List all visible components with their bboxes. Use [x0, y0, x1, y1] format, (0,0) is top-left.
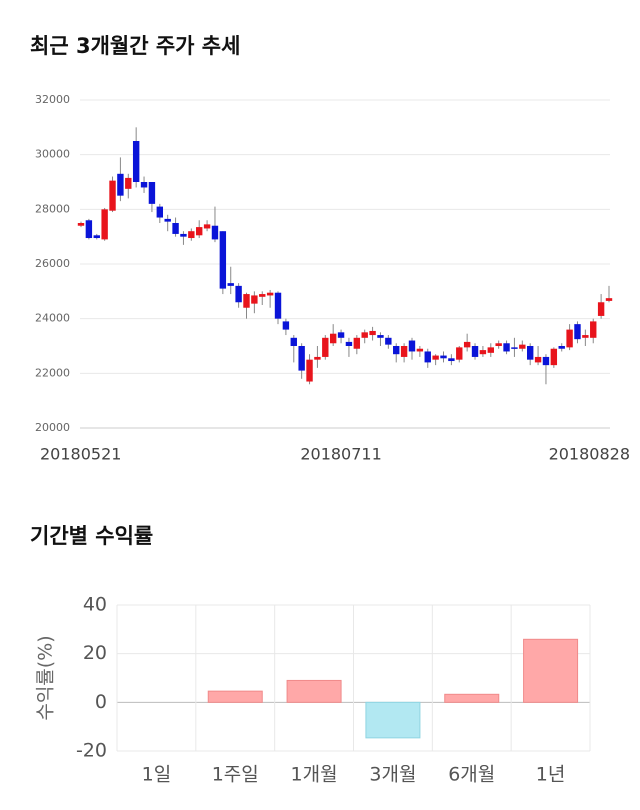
candle-body	[211, 225, 219, 240]
candle-body	[534, 356, 542, 363]
candle-body	[164, 218, 171, 222]
candle-body	[408, 340, 416, 352]
candle-body	[487, 347, 494, 353]
candle-body	[432, 355, 439, 360]
candle-body	[519, 344, 526, 349]
candle-body	[109, 180, 116, 211]
x-tick-label: 1일	[142, 764, 172, 786]
candle-body	[385, 337, 392, 345]
candle-body	[479, 350, 487, 355]
candle-body	[188, 231, 195, 239]
candle-body	[227, 283, 234, 286]
candle-body	[605, 298, 613, 301]
candle-body	[329, 333, 337, 344]
x-tick-label: 3개월	[369, 764, 416, 786]
chart-title: 최근 3개월간 주가 추세	[30, 34, 240, 58]
candle-body	[361, 332, 368, 338]
candle-body	[196, 227, 203, 236]
y-tick-label: 20000	[35, 421, 70, 434]
candle-body	[322, 337, 329, 357]
candle-body	[172, 223, 179, 234]
candle-body	[558, 346, 565, 349]
candle-body	[495, 343, 502, 346]
candle-body	[203, 224, 211, 229]
candle-body	[511, 347, 518, 349]
candle-body	[314, 356, 321, 360]
candle-body	[259, 294, 266, 297]
candle-body	[156, 206, 164, 218]
candle-body	[117, 173, 124, 196]
candle-body	[235, 285, 242, 303]
candle-body	[448, 358, 455, 362]
y-tick-label: 24000	[35, 312, 70, 325]
candle-body	[93, 235, 100, 239]
chart-title: 기간별 수익률	[30, 524, 153, 548]
x-tick-label: 1주일	[212, 764, 259, 786]
candle-body	[125, 177, 132, 189]
y-tick-label: 30000	[35, 148, 70, 161]
candle-body	[132, 141, 140, 182]
candle-body	[582, 335, 589, 338]
candle-body	[266, 292, 274, 296]
candle-body	[393, 346, 400, 355]
candle-body	[526, 346, 534, 360]
candle-body	[597, 302, 605, 316]
x-tick-label: 20180828	[549, 445, 630, 464]
candle-body	[345, 341, 353, 346]
candle-body	[77, 223, 85, 226]
candle-body	[424, 351, 431, 363]
candle-body	[148, 182, 156, 204]
candle-body	[369, 330, 376, 336]
bar	[523, 638, 579, 703]
x-tick-label: 1개월	[291, 764, 338, 786]
candle-body	[542, 356, 550, 366]
y-tick-label: 28000	[35, 202, 70, 215]
x-tick-label: 6개월	[448, 764, 495, 786]
candle-body	[282, 321, 290, 330]
candle-body	[574, 324, 581, 340]
y-tick-label: 22000	[35, 366, 70, 379]
candle-body	[353, 337, 361, 349]
bar	[207, 690, 263, 703]
bar	[444, 693, 500, 703]
candle-body	[140, 182, 148, 188]
y-tick-label: 32000	[35, 93, 70, 106]
candle-body	[456, 347, 463, 360]
candle-body	[377, 335, 384, 338]
candle-body	[471, 346, 479, 357]
y-tick-label: -20	[76, 740, 107, 762]
candle-body	[274, 292, 282, 319]
candle-body	[550, 348, 558, 366]
candle-body	[337, 332, 345, 338]
y-tick-label: 20	[83, 642, 107, 664]
y-tick-label: 40	[83, 594, 107, 616]
y-tick-label: 26000	[35, 257, 70, 270]
candle-body	[416, 348, 424, 352]
candle-body	[306, 359, 313, 382]
candle-body	[440, 355, 447, 359]
x-tick-label: 1년	[536, 764, 566, 786]
bar	[365, 701, 421, 739]
y-tick-label: 0	[95, 691, 107, 713]
bar	[286, 679, 342, 703]
candle-body	[503, 343, 510, 352]
candle-body	[180, 233, 187, 237]
candle-body	[243, 294, 250, 308]
candle-body	[590, 321, 597, 338]
candle-body	[298, 346, 305, 371]
candle-body	[400, 346, 408, 357]
x-tick-label: 20180521	[40, 445, 121, 464]
candle-body	[101, 209, 108, 240]
candle-body	[463, 341, 471, 348]
candle-body	[219, 231, 227, 289]
x-tick-label: 20180711	[300, 445, 381, 464]
candle-body	[85, 220, 93, 239]
candle-body	[566, 329, 573, 348]
candle-body	[251, 295, 258, 304]
y-axis-label: 수익률(%)	[35, 635, 57, 720]
candle-body	[290, 337, 297, 346]
